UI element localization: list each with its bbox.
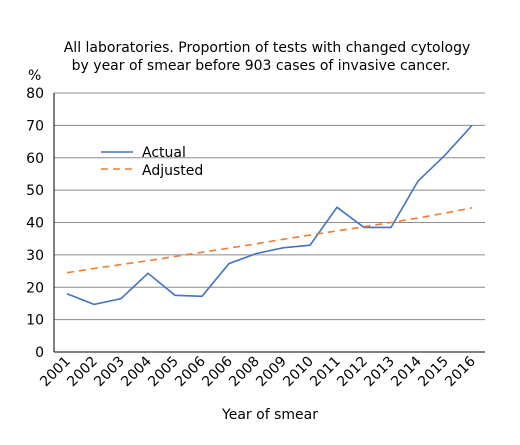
chart-title-line-2: by year of smear before 903 cases of inv… xyxy=(72,58,451,74)
y-tick-label: 30 xyxy=(26,248,44,264)
x-tick-label: 2004 xyxy=(118,353,155,390)
x-tick-label: 2003 xyxy=(91,354,128,391)
legend-label-adjusted: Adjusted xyxy=(142,163,203,179)
x-tick-labels: 2001200220032004200520062006200820092010… xyxy=(37,353,479,390)
x-tick-label: 2009 xyxy=(253,354,290,391)
x-tick-label: 2014 xyxy=(388,353,425,390)
x-tick-label: 2016 xyxy=(442,353,479,390)
y-tick-label: 40 xyxy=(26,216,44,232)
x-tick-label: 2006 xyxy=(172,353,209,390)
y-tick-label: 20 xyxy=(26,280,44,296)
grid-lines xyxy=(53,92,485,353)
x-tick-label: 2005 xyxy=(145,354,182,391)
x-tick-label: 2008 xyxy=(226,354,263,391)
y-tick-labels: 0 10 20 30 40 50 60 70 80 xyxy=(26,86,44,361)
series-lines xyxy=(66,124,473,306)
legend: Actual Adjusted xyxy=(101,145,203,179)
x-tick-label: 2002 xyxy=(64,354,101,391)
y-tick-label: 10 xyxy=(26,313,44,329)
series-line-actual xyxy=(66,124,473,306)
series-line-adjusted xyxy=(66,207,473,274)
y-axis-label: % xyxy=(28,68,41,84)
y-tick-label: 50 xyxy=(26,183,44,199)
x-tick-label: 2006 xyxy=(199,353,236,390)
chart-title-line-1: All laboratories. Proportion of tests wi… xyxy=(64,40,471,56)
x-tick-label: 2015 xyxy=(415,354,452,391)
y-tick-label: 60 xyxy=(26,151,44,167)
y-tick-label: 70 xyxy=(26,118,44,134)
legend-label-actual: Actual xyxy=(142,145,186,161)
x-tick-label: 2011 xyxy=(307,354,344,391)
y-tick-label: 0 xyxy=(35,345,44,361)
y-tick-label: 80 xyxy=(26,86,44,102)
x-tick-label: 2013 xyxy=(361,354,398,391)
x-axis-label: Year of smear xyxy=(221,407,318,423)
x-tick-label: 2010 xyxy=(280,354,317,391)
x-tick-label: 2012 xyxy=(334,354,371,391)
